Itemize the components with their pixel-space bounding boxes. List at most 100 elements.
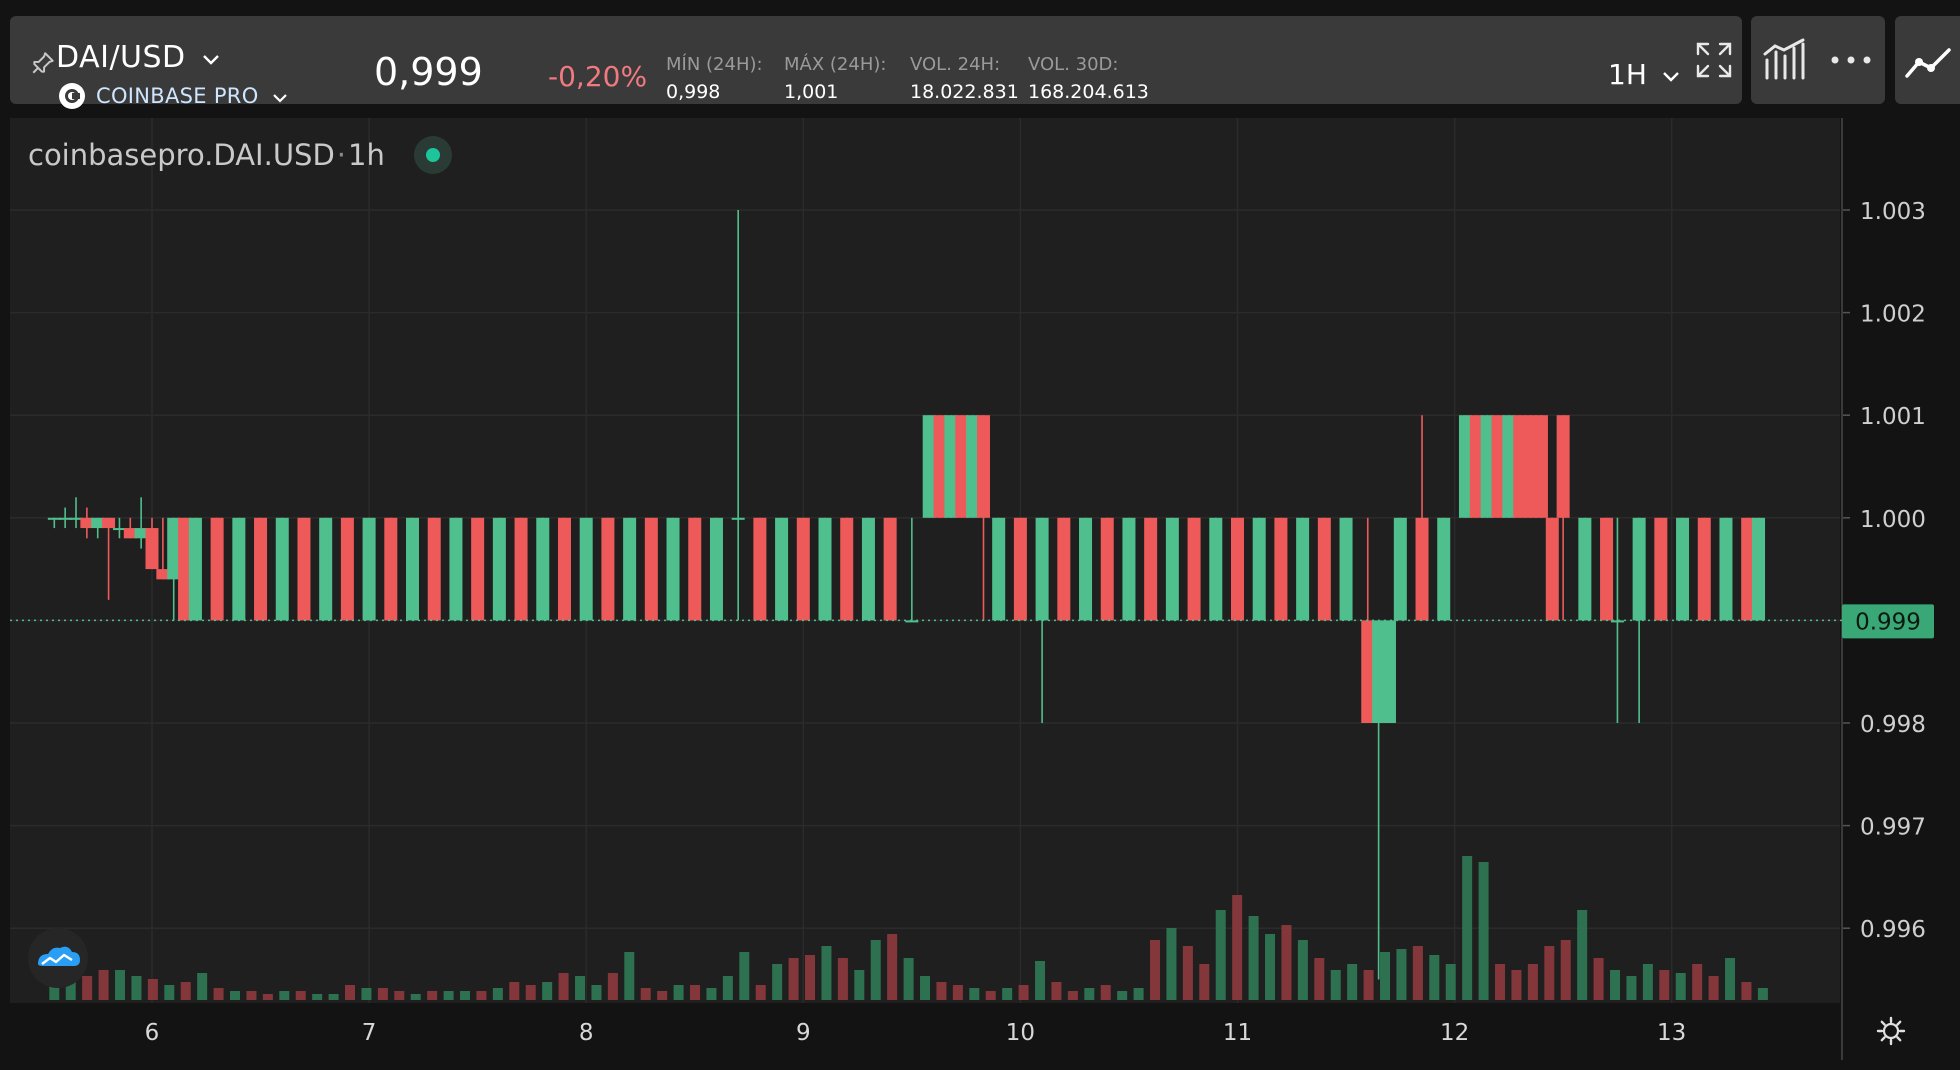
interval-selector[interactable]: 1H	[1608, 58, 1680, 91]
volume-bar	[706, 988, 717, 1000]
volume-bar	[1100, 985, 1111, 1000]
candle-body	[840, 517, 854, 621]
volume-bar	[821, 946, 832, 1000]
candle-body	[47, 517, 61, 520]
candle-body	[1209, 517, 1223, 621]
candle-body	[1035, 517, 1049, 621]
candle-body	[492, 517, 506, 621]
status-dot-icon	[426, 148, 440, 162]
volume-bar	[952, 985, 963, 1000]
volume-bar	[1445, 964, 1456, 1000]
candle-body	[731, 517, 745, 520]
volume-bar	[1659, 970, 1670, 1000]
volume-bar	[131, 976, 142, 1000]
volume-bar	[1741, 982, 1752, 1000]
candle-body	[1079, 517, 1093, 621]
candle-body	[1296, 517, 1310, 621]
stat-value: 0,998	[666, 81, 721, 103]
candle-body	[1610, 620, 1624, 623]
coinbase-icon	[59, 83, 85, 109]
pin-icon[interactable]	[30, 50, 56, 76]
line-chart-icon	[1905, 48, 1951, 78]
plot-area	[10, 118, 1840, 1003]
volume-bar	[1166, 928, 1177, 1000]
volume-bar	[1642, 964, 1653, 1000]
volume-bar	[673, 985, 684, 1000]
candle-body	[1741, 517, 1755, 621]
tradingview-logo[interactable]	[28, 928, 88, 988]
exchange-label: COINBASE PRO	[96, 84, 259, 108]
candle-body	[1361, 620, 1375, 723]
candle-body	[1274, 517, 1288, 621]
stat-label: VOL. 24H:	[910, 54, 1001, 75]
cloud-logo-icon	[38, 946, 80, 966]
volume-bar	[1084, 988, 1095, 1000]
volume-bar	[1117, 991, 1128, 1000]
candle-body	[1502, 415, 1516, 518]
candle-body	[145, 528, 159, 570]
volume-bar	[230, 991, 241, 1000]
pair-selector[interactable]: DAI/USD	[56, 40, 220, 75]
market-status[interactable]	[414, 136, 452, 174]
chart-type-button[interactable]	[1895, 16, 1960, 104]
bar-chart-icon[interactable]	[1761, 38, 1807, 82]
price-chart[interactable]: 1.003 1.002 1.001 1.000 0.998 0.997 0.996 6 7 8 9 1…	[0, 110, 1960, 1070]
volume-bar	[295, 991, 306, 1000]
gear-icon[interactable]	[1876, 1016, 1906, 1046]
candle-body	[112, 528, 126, 531]
y-tick-label: 1.003	[1860, 199, 1926, 225]
price-change: -0,20%	[548, 60, 648, 93]
volume-bar	[772, 964, 783, 1000]
volume-bar	[213, 988, 224, 1000]
expand-icon[interactable]	[1694, 40, 1734, 80]
x-tick-label: 8	[579, 1020, 594, 1046]
volume-bar	[164, 985, 175, 1000]
volume-bar	[1708, 976, 1719, 1000]
candle-body	[178, 517, 192, 621]
candle-body	[167, 517, 181, 580]
candle-body	[666, 517, 680, 621]
more-icon[interactable]	[1829, 52, 1873, 68]
volume-bar	[1297, 940, 1308, 1000]
y-tick-label: 0.996	[1860, 917, 1926, 943]
x-tick-label: 7	[362, 1020, 377, 1046]
chevron-down-icon	[1662, 72, 1679, 82]
volume-bar	[525, 985, 536, 1000]
volume-bar	[591, 985, 602, 1000]
volume-bar	[1199, 964, 1210, 1000]
volume-bar	[607, 973, 618, 1000]
candle-body	[1339, 517, 1353, 621]
x-tick-label: 12	[1440, 1020, 1469, 1046]
candle-body	[1524, 415, 1538, 518]
volume-bar	[739, 952, 750, 1000]
candle-body	[1458, 415, 1472, 518]
title-separator: ·	[336, 138, 347, 172]
volume-bar	[1265, 934, 1276, 1000]
interval-label: 1H	[1608, 58, 1647, 91]
candle-body	[818, 517, 832, 621]
candle-body	[1382, 620, 1396, 723]
candle-body	[449, 517, 463, 621]
candle-body	[976, 415, 990, 518]
volume-bar	[1232, 895, 1243, 1000]
volume-bar	[1182, 946, 1193, 1000]
candle-body	[1697, 517, 1711, 621]
candle-body	[1144, 517, 1158, 621]
volume-bar	[722, 976, 733, 1000]
candle-body	[922, 415, 936, 518]
stat-volume-30d: VOL. 30D: 168.204.613	[1028, 54, 1149, 103]
volume-bar	[870, 940, 881, 1000]
volume-bar	[1396, 949, 1407, 1000]
volume-bar	[690, 985, 701, 1000]
stat-label: VOL. 30D:	[1028, 54, 1119, 75]
volume-bar	[1626, 976, 1637, 1000]
candle-body	[1556, 415, 1570, 518]
candle-body	[775, 517, 789, 621]
exchange-selector[interactable]: COINBASE PRO	[96, 84, 288, 108]
x-tick-label: 9	[796, 1020, 811, 1046]
x-tick-label: 13	[1657, 1020, 1686, 1046]
volume-bar	[1560, 940, 1571, 1000]
volume-bar	[788, 958, 799, 1000]
volume-bar	[1692, 964, 1703, 1000]
candle-body	[709, 517, 723, 621]
